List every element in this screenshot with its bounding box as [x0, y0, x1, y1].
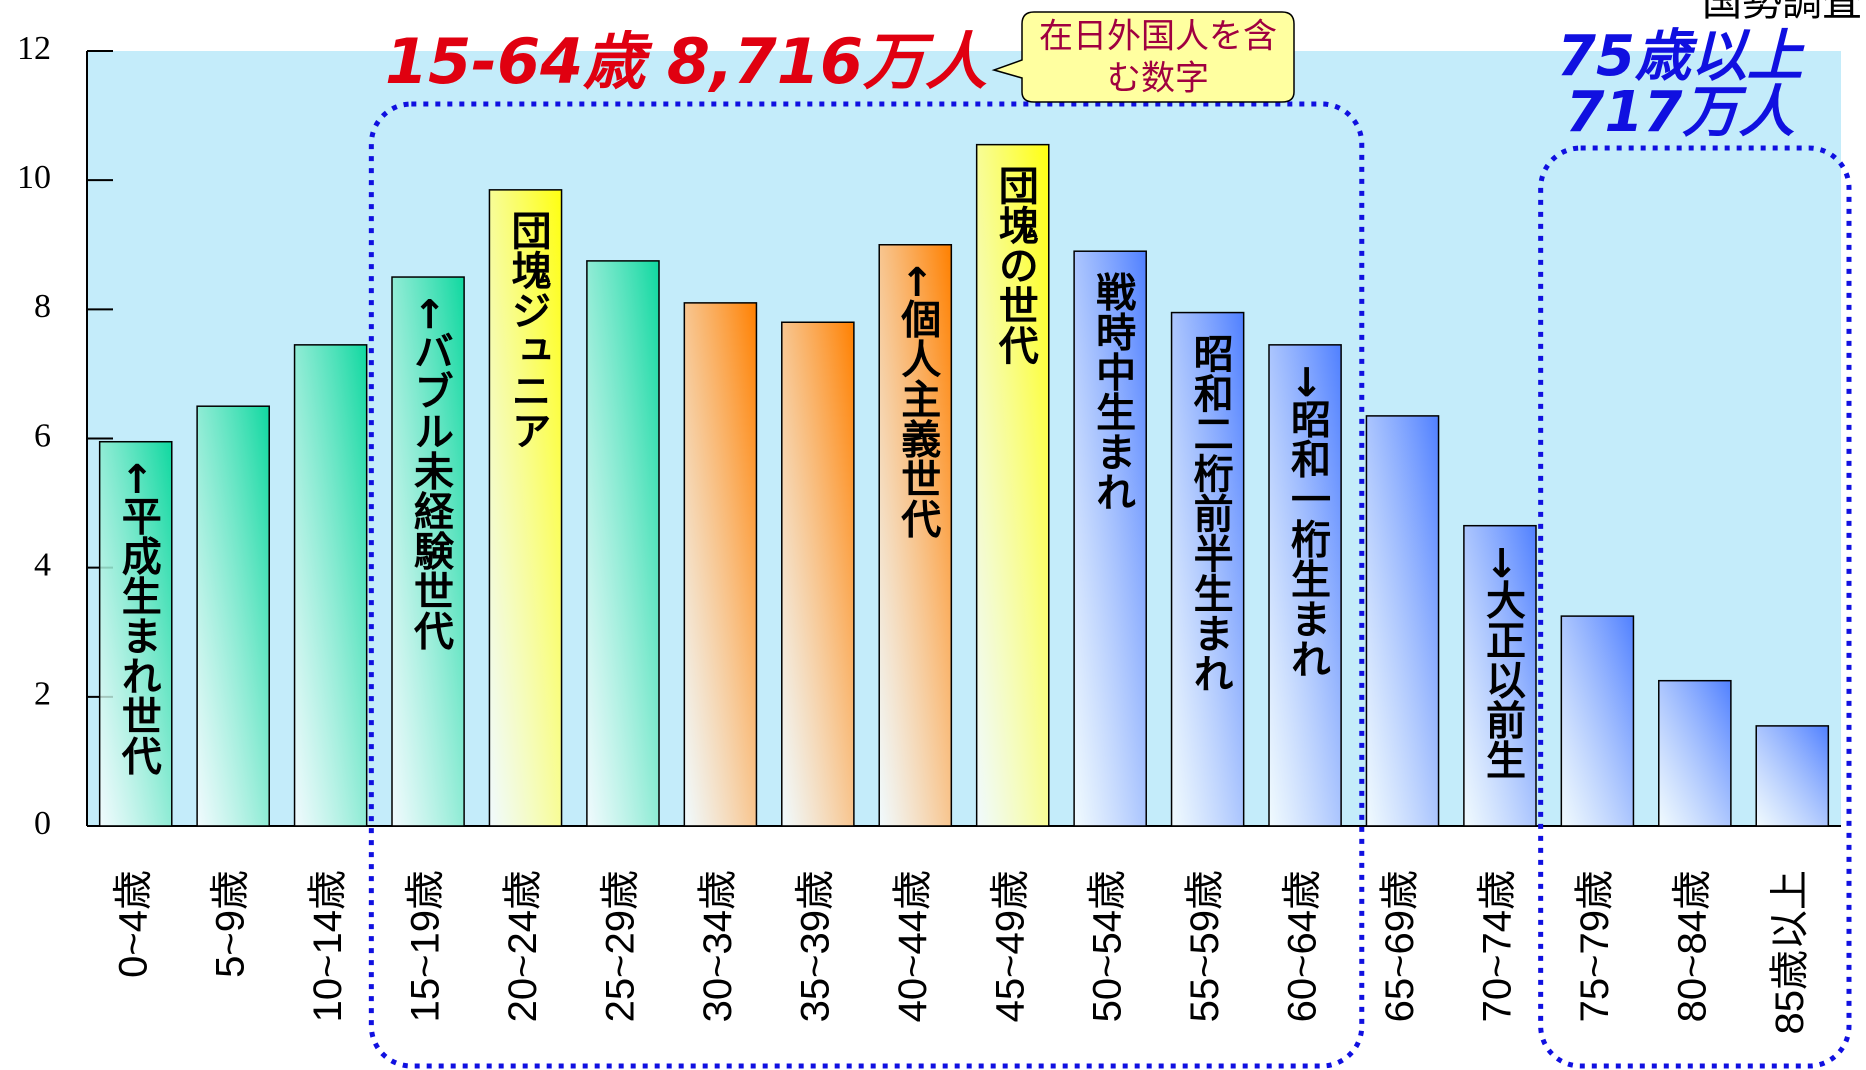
x-tick-label: 40~44歳 — [891, 870, 935, 1022]
x-tick-label: 0~4歳 — [111, 870, 155, 978]
x-tick-label: 65~69歳 — [1378, 870, 1422, 1022]
bar-label: ←バブル未経験世代 — [407, 297, 455, 651]
y-tick-label: 2 — [34, 676, 51, 713]
callout — [991, 11, 1295, 103]
bar — [1170, 311, 1245, 827]
bar — [586, 260, 660, 827]
bar-label: 団塊の世代 — [992, 165, 1040, 365]
bar — [1755, 725, 1830, 827]
bar — [1560, 615, 1635, 827]
y-tick-label: 6 — [34, 417, 51, 454]
y-tick-label: 8 — [34, 288, 51, 325]
y-tick-label: 4 — [34, 546, 51, 583]
bar-label: ←個人主義世代 — [894, 265, 942, 539]
bar — [683, 302, 758, 827]
x-tick-label: 35~39歳 — [793, 870, 837, 1022]
bar — [1658, 679, 1732, 827]
x-tick-label: 80~84歳 — [1670, 870, 1714, 1022]
bar — [293, 344, 368, 827]
group-label: 15-64歳 8,716万人 — [385, 25, 987, 98]
x-tick-label: 50~54歳 — [1086, 870, 1130, 1022]
bar-label: ←平成生まれ世代 — [115, 462, 163, 776]
bar — [391, 276, 465, 827]
bar — [1463, 524, 1537, 827]
x-tick-label: 60~64歳 — [1281, 870, 1325, 1022]
x-tick-label: 5~9歳 — [209, 870, 253, 978]
source: 国勢調査 — [1702, 0, 1862, 25]
bar-label: →大正以前生 — [1479, 546, 1526, 780]
bar — [975, 143, 1050, 827]
bar — [781, 321, 855, 827]
bar-label: 団塊ジュニア — [505, 210, 552, 450]
x-tick-label: 20~24歳 — [501, 870, 545, 1022]
x-tick-label: 55~59歳 — [1183, 870, 1227, 1022]
callout-text: む数字 — [1107, 59, 1209, 99]
y-tick-label: 0 — [34, 805, 51, 842]
group-box — [1538, 145, 1852, 1069]
bar — [196, 405, 270, 827]
x-tick-label: 15~19歳 — [404, 870, 448, 1022]
bar — [1365, 415, 1440, 827]
bar — [488, 189, 563, 827]
callout-text: 在日外国人を含 — [1039, 17, 1277, 57]
x-tick-label: 70~74歳 — [1476, 870, 1520, 1022]
x-tick-label: 30~34歳 — [696, 870, 740, 1022]
bar-label: 戦時中生まれ — [1089, 271, 1136, 511]
x-tick-label: 25~29歳 — [599, 870, 643, 1022]
group-label: 75歳以上 — [1557, 24, 1805, 89]
x-tick-label: 45~49歳 — [988, 870, 1032, 1022]
bar — [1073, 250, 1147, 827]
x-tick-label: 85歳以上 — [1768, 870, 1812, 1035]
bar-label: 昭和二桁前半生まれ — [1187, 333, 1234, 693]
plot-background — [87, 51, 1841, 826]
bar — [878, 244, 953, 827]
bar — [98, 440, 173, 827]
bar — [1268, 344, 1342, 827]
group-label: 717万人 — [1566, 80, 1795, 145]
y-tick-label: 10 — [17, 159, 51, 196]
y-tick-label: 12 — [17, 30, 51, 67]
bar-label: →昭和一桁生まれ — [1284, 365, 1331, 679]
x-tick-label: 75~79歳 — [1573, 870, 1617, 1022]
x-tick-label: 10~14歳 — [306, 870, 350, 1022]
